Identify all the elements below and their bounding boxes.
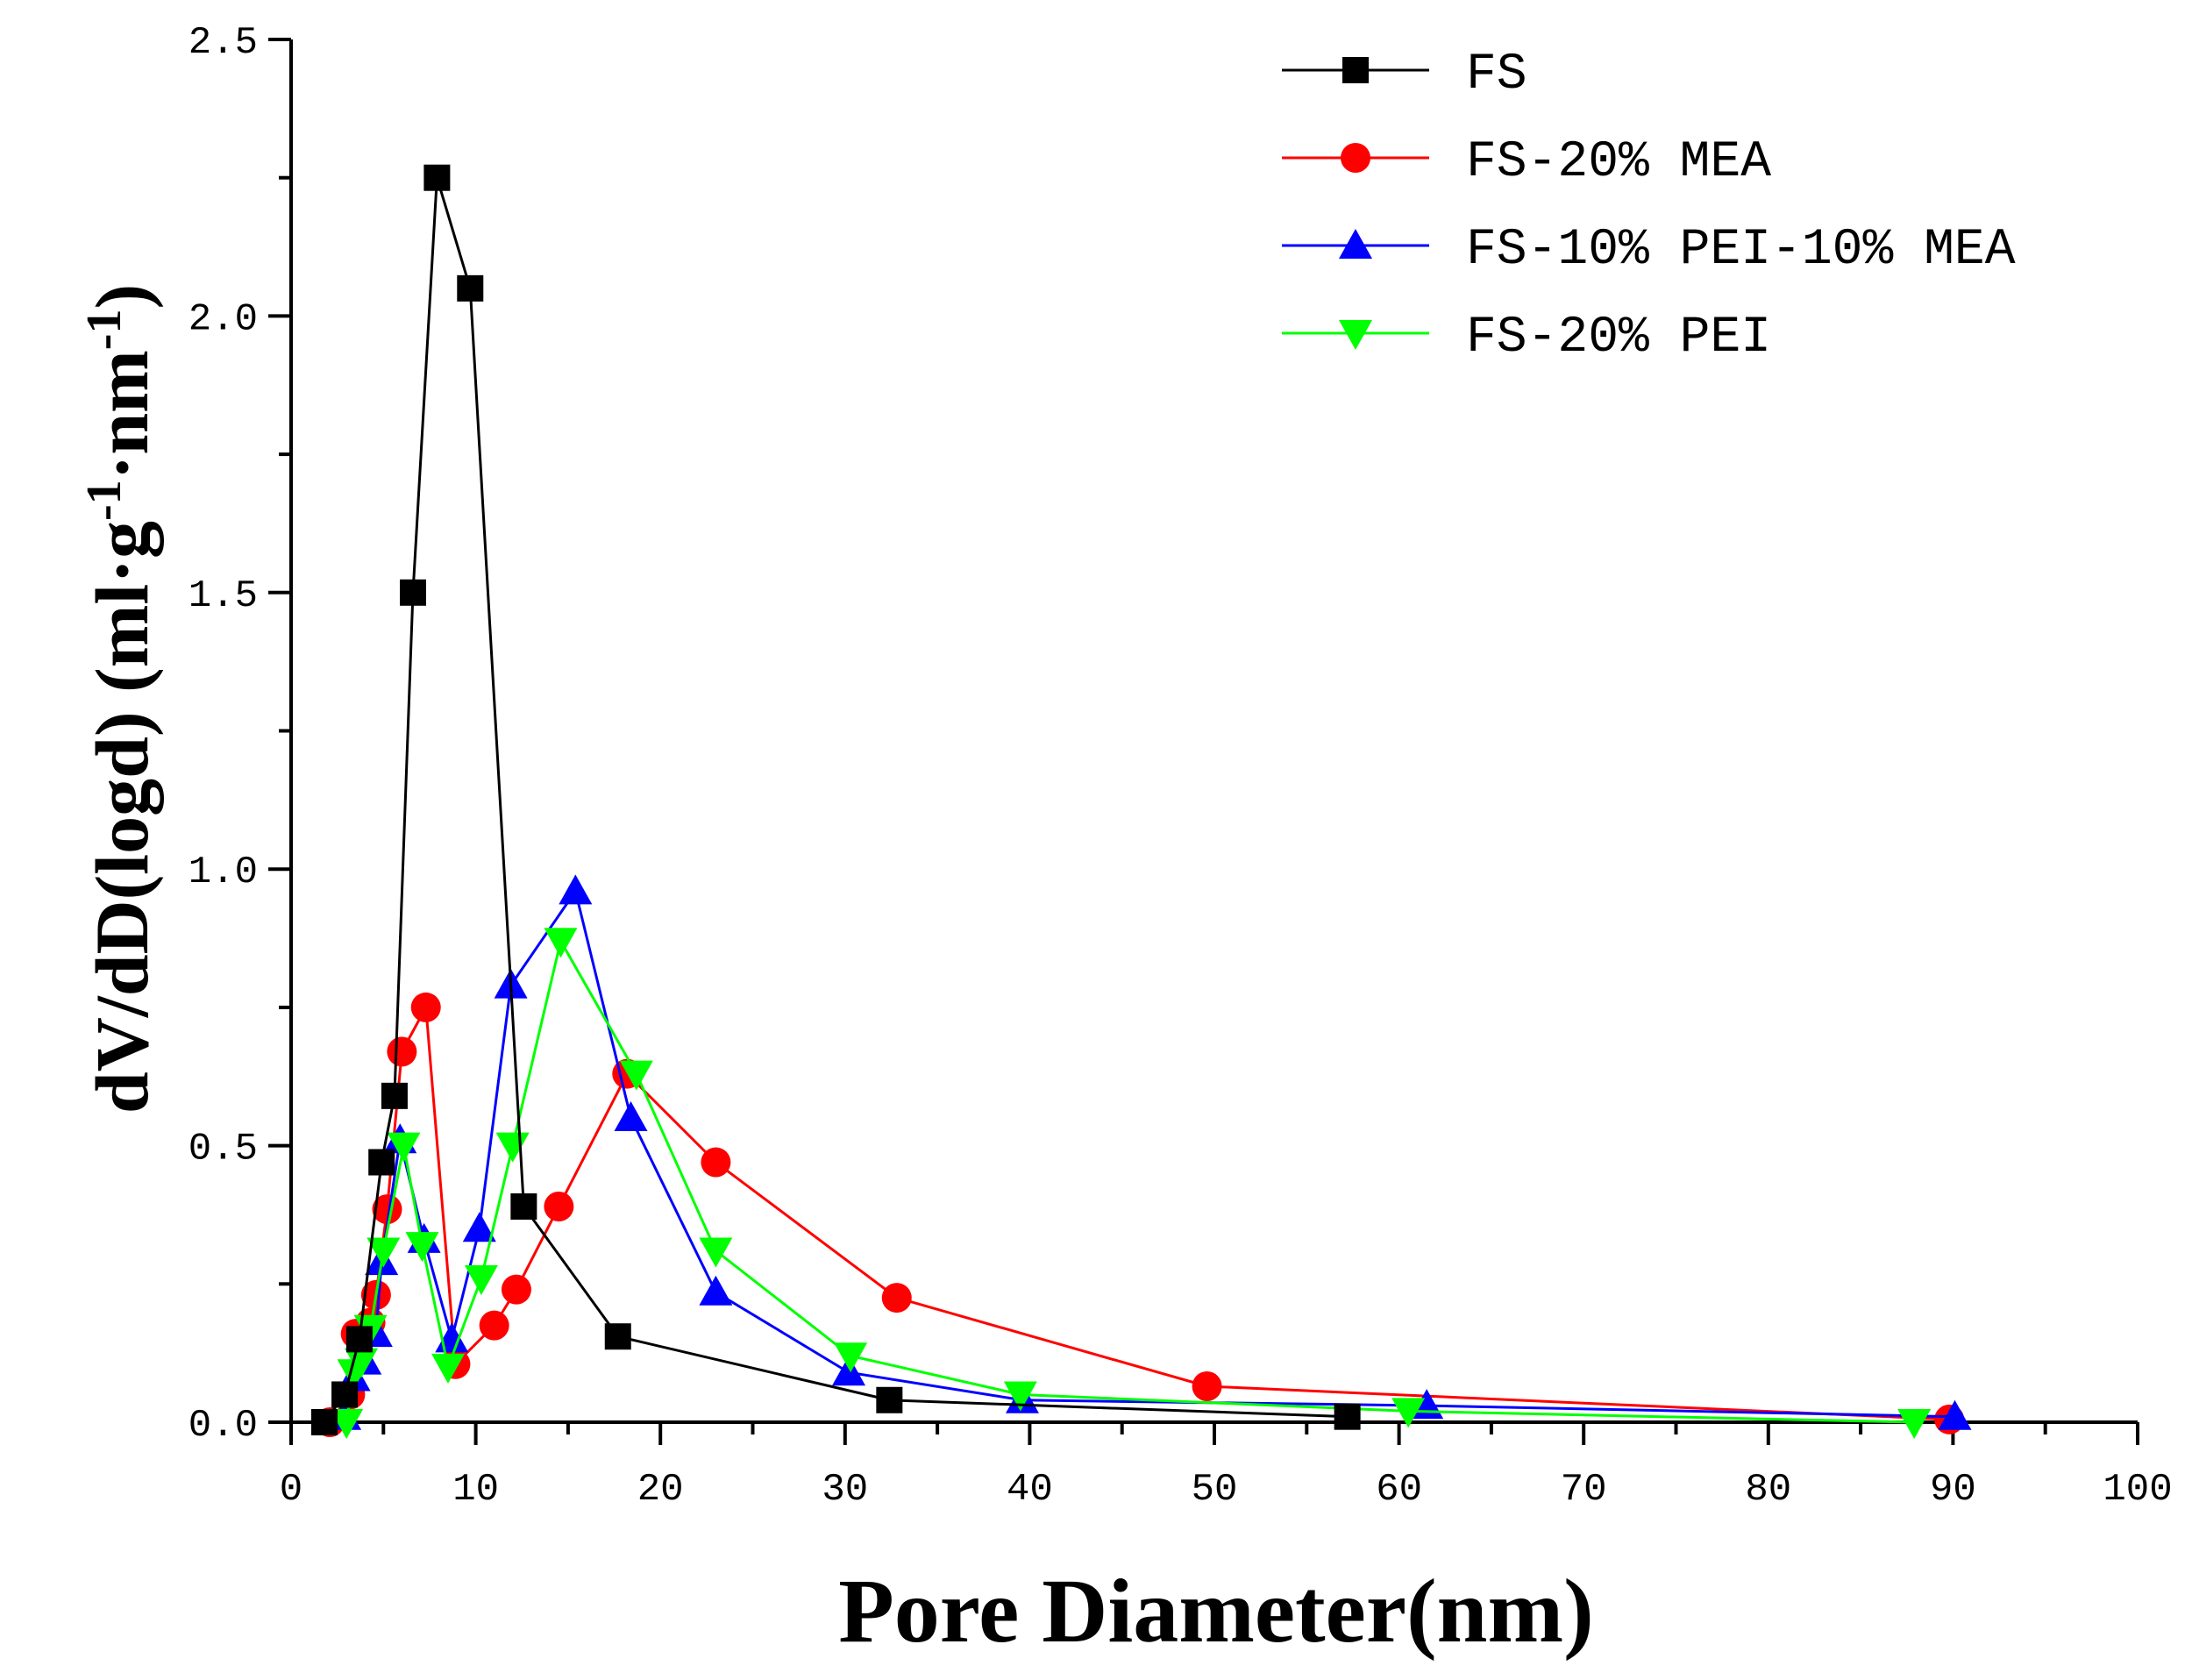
data-point-fs <box>457 274 484 302</box>
legend-label: FS-20% PEI <box>1466 310 1771 367</box>
legend-marker <box>1339 229 1372 259</box>
legend-label: FS-20% MEA <box>1466 134 1771 191</box>
data-point-fs <box>331 1381 359 1408</box>
data-point-fs-20-pei <box>405 1232 439 1263</box>
data-point-fs <box>510 1192 537 1220</box>
x-tick-label: 50 <box>1192 1468 1238 1512</box>
data-point-fs-20-mea <box>1192 1370 1222 1401</box>
data-point-fs-20-pei <box>431 1353 466 1384</box>
data-point-fs-20-pei <box>330 1409 364 1439</box>
y-axis-title-main: dV/dD(logd) (ml·g <box>80 521 164 1114</box>
data-point-fs <box>345 1326 373 1353</box>
y-tick-label: 1.5 <box>189 574 258 618</box>
data-point-fs <box>310 1409 338 1435</box>
data-point-fs <box>876 1386 903 1413</box>
data-point-fs-20-pei <box>387 1132 421 1163</box>
data-point-fs-20-mea <box>387 1036 417 1067</box>
legend-label: FS <box>1466 46 1527 103</box>
series-fs <box>310 164 1361 1435</box>
data-point-fs-20-mea <box>372 1194 402 1225</box>
data-point-fs-20-pei <box>1391 1398 1426 1428</box>
series-fs-20-mea <box>315 992 1965 1437</box>
x-tick-label: 0 <box>280 1468 302 1512</box>
data-point-fs-20-pei <box>345 1348 379 1378</box>
data-point-fs-10-pei-10-mea <box>699 1275 733 1306</box>
data-point-fs-10-pei-10-mea <box>614 1101 648 1132</box>
x-tick-label: 20 <box>637 1468 684 1512</box>
y-axis-title-mid: ·nm <box>80 350 164 480</box>
legend-item-fs-20-mea: FS-20% MEA <box>1282 134 1771 191</box>
data-point-fs <box>381 1082 408 1109</box>
y-axis-title-end: ) <box>80 284 164 310</box>
x-tick-label: 70 <box>1561 1468 1607 1512</box>
y-tick-label: 2.5 <box>189 21 258 65</box>
x-tick-label: 10 <box>452 1468 499 1512</box>
data-point-fs-20-pei <box>619 1060 653 1091</box>
y-axis-title-sup2: -1 <box>77 310 132 351</box>
data-point-fs-20-mea <box>544 1191 574 1221</box>
data-point-fs <box>604 1323 631 1350</box>
data-point-fs-20-mea <box>479 1310 509 1341</box>
data-point-fs-20-pei <box>367 1237 401 1268</box>
data-point-fs-20-mea <box>410 992 441 1022</box>
legend-marker <box>1339 320 1372 350</box>
data-point-fs-20-pei <box>1897 1409 1932 1439</box>
legend-marker <box>1341 143 1370 173</box>
legend-label: FS-10% PEI-10% MEA <box>1466 222 2016 279</box>
data-point-fs-20-mea <box>881 1283 912 1313</box>
x-tick-label: 90 <box>1930 1468 1976 1512</box>
y-tick-label: 0.0 <box>189 1404 258 1448</box>
y-tick-label: 1.0 <box>189 851 258 894</box>
data-point-fs-20-pei <box>1003 1381 1037 1412</box>
x-tick-label: 100 <box>2103 1468 2172 1512</box>
x-axis-title: Pore Diameter(nm) <box>838 1561 1593 1662</box>
data-point-fs-20-pei <box>464 1264 498 1295</box>
legend: FS FS-20% MEA FS-10% PEI-10% MEA FS-20% PEI <box>1282 46 2016 367</box>
data-point-fs-10-pei-10-mea <box>1938 1399 1972 1430</box>
data-point-fs <box>423 164 451 191</box>
y-axis-title-sup1: -1 <box>77 480 132 521</box>
y-tick-label: 2.0 <box>189 297 258 341</box>
data-point-fs-20-mea <box>701 1147 731 1178</box>
data-point-fs-20-mea <box>501 1274 531 1305</box>
legend-item-fs: FS <box>1282 46 1527 103</box>
data-point-fs-10-pei-10-mea <box>832 1356 866 1386</box>
series-layer <box>310 164 1972 1439</box>
legend-item-fs-10-pei-10-mea: FS-10% PEI-10% MEA <box>1282 222 2016 279</box>
y-axis-title: dV/dD(logd) (ml·g-1·nm-1) <box>77 284 164 1114</box>
data-point-fs-20-pei <box>495 1132 530 1163</box>
series-fs-10-pei-10-mea <box>328 874 1972 1430</box>
data-point-fs-20-pei <box>699 1237 733 1268</box>
legend-marker <box>1342 57 1369 83</box>
legend-item-fs-20-pei: FS-20% PEI <box>1282 310 1771 367</box>
data-point-fs <box>1334 1403 1361 1430</box>
data-point-fs-10-pei-10-mea <box>462 1212 496 1242</box>
y-tick-label: 0.5 <box>189 1128 258 1171</box>
data-point-fs <box>399 579 426 606</box>
ticks: 0 10 20 30 40 50 60 70 80 90 100 0.0 0.5 1.0 1.5 2.0 2.5 <box>189 21 2173 1512</box>
data-point-fs <box>368 1149 395 1176</box>
x-tick-label: 80 <box>1745 1468 1791 1512</box>
x-tick-label: 30 <box>822 1468 868 1512</box>
x-tick-label: 60 <box>1376 1468 1422 1512</box>
series-line-fs-20-mea <box>329 1002 1950 1423</box>
data-point-fs-10-pei-10-mea <box>559 874 593 905</box>
data-point-fs-20-pei <box>544 928 578 958</box>
x-tick-label: 40 <box>1007 1468 1053 1512</box>
series-line-fs-20-pei <box>345 937 1915 1424</box>
data-point-fs-20-pei <box>834 1342 868 1373</box>
